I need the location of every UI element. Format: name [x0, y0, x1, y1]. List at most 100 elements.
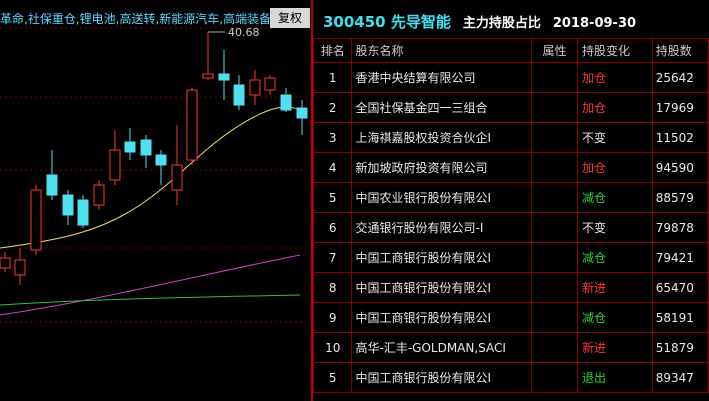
kline-chart: 40.68 [0, 26, 310, 323]
table-row: 3 上海祺嘉股权投资合伙企I 不变 11502 [312, 122, 709, 153]
candle-body [109, 149, 121, 181]
rank: 3 [312, 122, 353, 153]
table-row: 9 中国工商银行股份有限公I 减仓 58191 [312, 302, 709, 333]
kline-panel: 40.68 革命,社保重仓,锂电池,高送转,新能源汽车,高端装备 复权 [0, 0, 310, 401]
shares: 94590 [651, 152, 709, 183]
holder-name: 全国社保基金四一三组合 [351, 92, 532, 123]
rank: 9 [312, 302, 353, 333]
candle-body [296, 107, 308, 119]
concept-tags: 革命,社保重仓,锂电池,高送转,新能源汽车,高端装备 [0, 12, 270, 26]
column-header: 持股数 [651, 38, 709, 63]
holding-change: 减仓 [576, 242, 653, 273]
high-label: 40.68 [228, 26, 260, 39]
table-row: 5 中国农业银行股份有限公I 减仓 88579 [312, 182, 709, 213]
attribute [530, 242, 578, 273]
attribute [530, 92, 578, 123]
rank: 1 [312, 62, 353, 93]
candle-body [0, 257, 11, 269]
rank: 10 [312, 332, 353, 363]
ma-line [0, 294, 301, 306]
holder-name: 中国农业银行股份有限公I [351, 182, 532, 213]
shares: 25642 [651, 62, 709, 93]
table-row: 1 香港中央结算有限公司 加仓 25642 [312, 62, 709, 93]
stock-code: 300450 先导智能 [323, 13, 451, 31]
holding-change: 加仓 [576, 152, 653, 183]
shares: 58191 [651, 302, 709, 333]
shares: 88579 [651, 182, 709, 213]
holding-change: 退出 [576, 362, 653, 393]
ma-line [0, 106, 306, 249]
candle-body [124, 141, 136, 153]
rank: 4 [312, 152, 353, 183]
candle-body [171, 164, 183, 191]
rank: 5 [312, 182, 353, 213]
holding-change: 不变 [576, 212, 653, 243]
holder-name: 新加坡政府投资有限公司 [351, 152, 532, 183]
shares: 89347 [651, 362, 709, 393]
holding-change: 新进 [576, 272, 653, 303]
table-header: 排名 股东名称 属性 持股变化 持股数 [312, 38, 709, 63]
shares: 79878 [651, 212, 709, 243]
holding-change: 减仓 [576, 182, 653, 213]
holder-name: 中国工商银行股份有限公I [351, 302, 532, 333]
candle-body [186, 89, 198, 161]
candle-body [46, 174, 58, 196]
candle-body [233, 84, 245, 106]
holder-name: 交通银行股份有限公司-I [351, 212, 532, 243]
rank: 2 [312, 92, 353, 123]
candle-body [93, 184, 105, 206]
table-row: 8 中国工商银行股份有限公I 新进 65470 [312, 272, 709, 303]
holding-change: 新进 [576, 332, 653, 363]
shares: 17969 [651, 92, 709, 123]
holder-name: 中国工商银行股份有限公I [351, 362, 532, 393]
shares: 11502 [651, 122, 709, 153]
column-header: 持股变化 [576, 38, 653, 63]
holder-name: 高华-汇丰-GOLDMAN,SACI [351, 332, 532, 363]
holding-change: 减仓 [576, 302, 653, 333]
holder-name: 中国工商银行股份有限公I [351, 272, 532, 303]
candle-body [280, 94, 292, 111]
candle-body [155, 154, 167, 166]
candle-body [14, 259, 26, 276]
rank: 5 [312, 362, 353, 393]
column-header: 属性 [530, 38, 578, 63]
shares: 65470 [651, 272, 709, 303]
candle-body [218, 73, 230, 81]
attribute [530, 332, 578, 363]
candle-body [140, 139, 152, 156]
holder-name: 上海祺嘉股权投资合伙企I [351, 122, 532, 153]
attribute [530, 122, 578, 153]
holding-change: 加仓 [576, 62, 653, 93]
table-row: 6 交通银行股份有限公司-I 不变 79878 [312, 212, 709, 243]
candle-body [62, 194, 74, 216]
candle-body [30, 189, 42, 251]
candle-body [249, 79, 261, 96]
holding-change: 不变 [576, 122, 653, 153]
column-header: 股东名称 [351, 38, 532, 63]
holder-name: 香港中央结算有限公司 [351, 62, 532, 93]
attribute [530, 272, 578, 303]
attribute [530, 152, 578, 183]
rank: 6 [312, 212, 353, 243]
table-row: 10 高华-汇丰-GOLDMAN,SACI 新进 51879 [312, 332, 709, 363]
ma-line [0, 254, 301, 316]
candle-body [202, 73, 214, 79]
column-header: 排名 [312, 38, 353, 63]
shares: 51879 [651, 332, 709, 363]
attribute [530, 362, 578, 393]
restore-rights-button[interactable]: 复权 [270, 8, 310, 28]
rank: 8 [312, 272, 353, 303]
attribute [530, 212, 578, 243]
shares: 79421 [651, 242, 709, 273]
holding-change: 加仓 [576, 92, 653, 123]
holder-name: 中国工商银行股份有限公I [351, 242, 532, 273]
candle-body [264, 77, 276, 91]
attribute [530, 302, 578, 333]
table-row: 4 新加坡政府投资有限公司 加仓 94590 [312, 152, 709, 183]
report-date: 2018-09-30 [552, 16, 637, 31]
table-row: 2 全国社保基金四一三组合 加仓 17969 [312, 92, 709, 123]
candle-body [77, 199, 89, 226]
table-row: 7 中国工商银行股份有限公I 减仓 79421 [312, 242, 709, 273]
header: 300450 先导智能 主力持股占比 2018-09-30 [313, 0, 709, 38]
